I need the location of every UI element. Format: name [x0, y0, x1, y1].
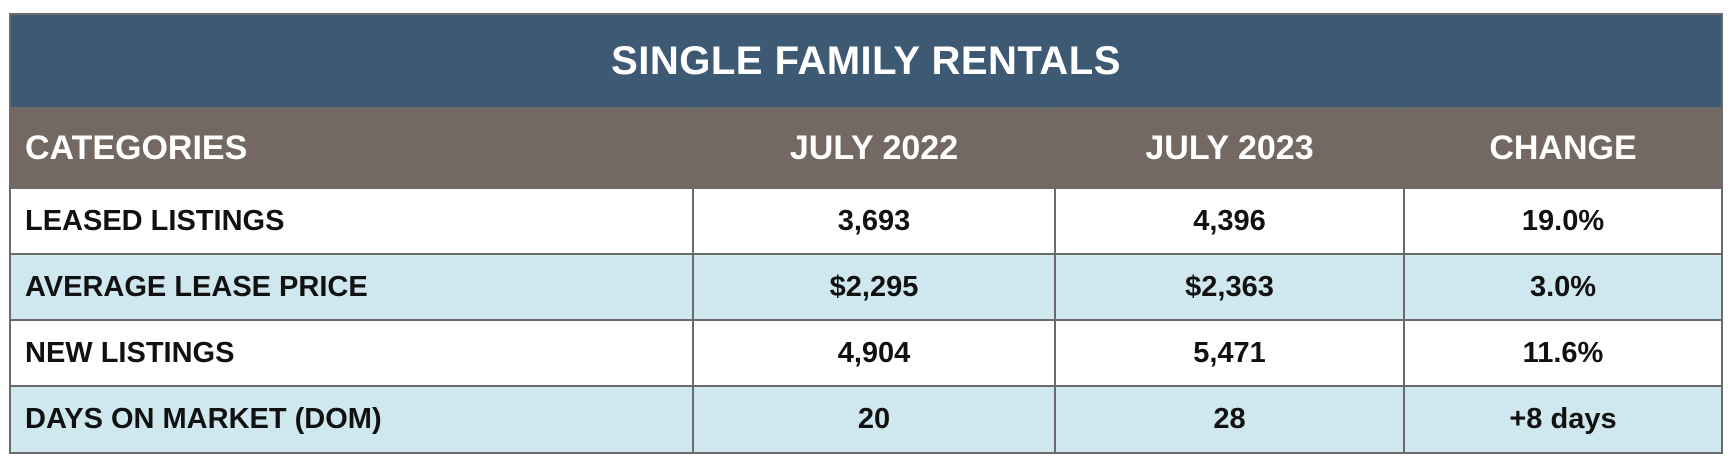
row-label: AVERAGE LEASE PRICE [11, 253, 693, 320]
cell-july-2023: $2,363 [1054, 253, 1404, 320]
cell-change: 3.0% [1403, 253, 1721, 320]
header-july-2023: JULY 2023 [1054, 107, 1404, 188]
row-label: DAYS ON MARKET (DOM) [11, 385, 693, 452]
cell-change: 11.6% [1403, 319, 1721, 386]
header-july-2022: JULY 2022 [692, 107, 1055, 188]
cell-july-2023: 4,396 [1054, 187, 1404, 254]
cell-july-2022: $2,295 [692, 253, 1055, 320]
cell-july-2023: 28 [1054, 385, 1404, 452]
table-row: DAYS ON MARKET (DOM) 20 28 +8 days [11, 385, 1721, 452]
table-title: SINGLE FAMILY RENTALS [11, 15, 1721, 107]
cell-july-2022: 20 [692, 385, 1055, 452]
cell-july-2022: 4,904 [692, 319, 1055, 386]
cell-change: 19.0% [1403, 187, 1721, 254]
cell-july-2023: 5,471 [1054, 319, 1404, 386]
header-row: CATEGORIES JULY 2022 JULY 2023 CHANGE [11, 107, 1721, 188]
rentals-table: CATEGORIES JULY 2022 JULY 2023 CHANGE LE… [11, 107, 1721, 452]
rentals-table-container: SINGLE FAMILY RENTALS CATEGORIES JULY 20… [9, 13, 1723, 454]
header-categories: CATEGORIES [11, 107, 693, 188]
table-row: LEASED LISTINGS 3,693 4,396 19.0% [11, 187, 1721, 254]
table-row: NEW LISTINGS 4,904 5,471 11.6% [11, 319, 1721, 386]
table-row: AVERAGE LEASE PRICE $2,295 $2,363 3.0% [11, 253, 1721, 320]
row-label: NEW LISTINGS [11, 319, 693, 386]
header-change: CHANGE [1403, 107, 1721, 188]
cell-july-2022: 3,693 [692, 187, 1055, 254]
row-label: LEASED LISTINGS [11, 187, 693, 254]
cell-change: +8 days [1403, 385, 1721, 452]
